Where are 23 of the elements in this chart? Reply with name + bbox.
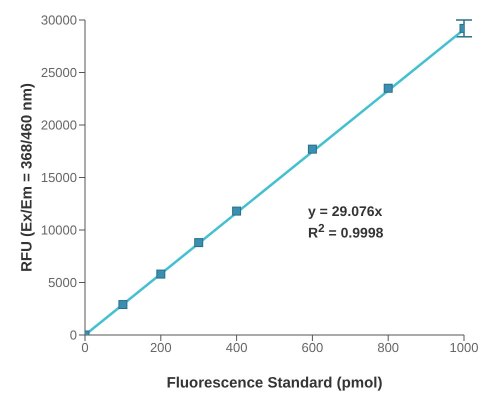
point (156, 270, 166, 279)
y-tick-label: 30000 (40, 12, 77, 28)
annotation: R$^{2}$ = 0.9998 (308, 221, 384, 242)
y-tick-label: 25000 (40, 65, 77, 80)
y-tick-label: 0 (70, 328, 77, 343)
y-tick-label: 10000 (40, 222, 77, 238)
annotation: y = 29.076x (308, 203, 384, 220)
x-tick-label: 400 (226, 340, 248, 356)
y-tick-label: 15000 (40, 170, 77, 186)
x-tick-label: 0 (81, 340, 89, 356)
x-tick-label: 1000 (450, 340, 478, 356)
point (118, 300, 128, 310)
x-axis-title: Fluorescence Standard (pmol) (166, 374, 382, 392)
y-axis-title: RFU (Ex/Em = 368/460 nm) (18, 83, 36, 272)
y-tick-label: 5000 (48, 275, 77, 290)
x-tick-label: 200 (150, 340, 172, 356)
point (232, 206, 242, 216)
point (308, 144, 317, 154)
x-tick-label: 800 (377, 340, 400, 356)
x-tick-label: 600 (302, 340, 324, 356)
point (384, 84, 393, 93)
point (194, 238, 204, 248)
y-tick-label: 20000 (40, 118, 77, 133)
